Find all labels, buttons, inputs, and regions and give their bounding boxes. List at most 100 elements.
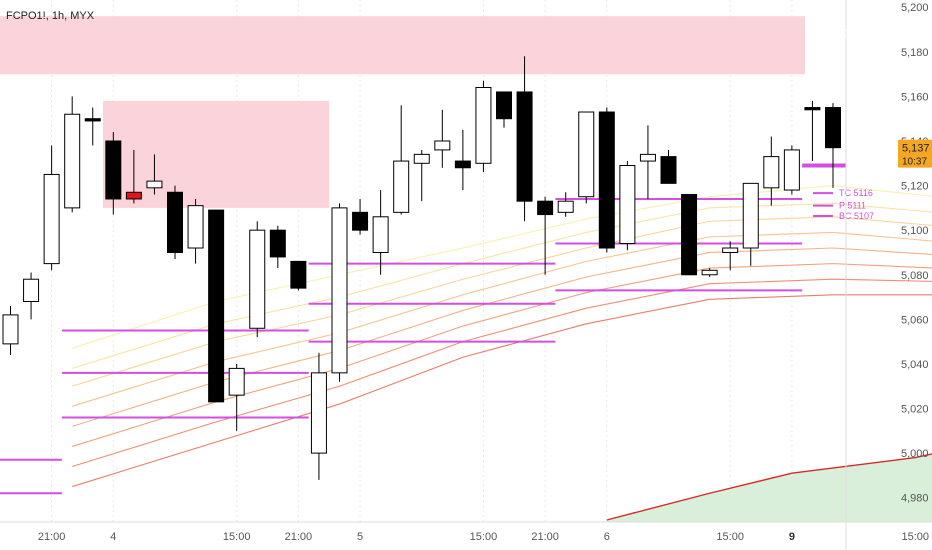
candle-body <box>783 149 800 191</box>
candle <box>475 80 492 173</box>
candle <box>269 225 286 269</box>
candle <box>372 190 389 275</box>
candle-body <box>701 269 718 276</box>
candle <box>23 272 40 320</box>
time-tick-label: 15:00 <box>716 531 744 543</box>
candle-body <box>372 216 389 253</box>
candle <box>619 161 636 251</box>
time-tick-label: 4 <box>110 531 116 543</box>
candle <box>825 103 841 188</box>
grid-layer <box>51 0 793 522</box>
time-tick-label: 15:00 <box>470 531 498 543</box>
ma-ribbon-line-4 <box>72 231 932 407</box>
ma-ribbon-line-6 <box>72 263 932 447</box>
price-tick-label: 5,180 <box>901 47 929 59</box>
candle-body <box>249 229 266 329</box>
candle-body <box>660 156 677 184</box>
price-tick-label: 4,980 <box>901 493 929 505</box>
candle <box>701 268 718 277</box>
candle-body <box>619 165 636 245</box>
time-tick-label: 15:00 <box>901 531 929 543</box>
time-tick-label: 6 <box>604 531 610 543</box>
candle-body <box>516 91 533 202</box>
candle <box>537 196 554 275</box>
candle-body <box>763 156 780 189</box>
candle <box>598 107 615 253</box>
cpr-label: P 5111 <box>839 201 866 211</box>
time-tick-label: 9 <box>789 531 795 543</box>
candle-body <box>434 140 451 151</box>
candle-body <box>557 200 574 213</box>
candle-body <box>825 107 841 149</box>
cpr-label: BC 5107 <box>839 211 874 221</box>
candle-body <box>290 260 307 289</box>
candle-body <box>804 107 821 111</box>
time-tick-label: 15:00 <box>223 531 251 543</box>
resistance-zone <box>0 16 805 75</box>
candle-body <box>167 191 183 253</box>
candle <box>557 192 574 217</box>
candle-body <box>208 209 225 403</box>
candle-body <box>454 160 471 169</box>
candle <box>804 100 821 162</box>
last-price-badge: 5,137 10:37 <box>898 139 932 168</box>
candle <box>393 105 410 215</box>
candle <box>167 185 183 260</box>
candle-body <box>64 113 81 209</box>
time-tick-label: 5 <box>357 531 363 543</box>
candle-body <box>352 211 369 231</box>
candle <box>516 56 533 222</box>
zone-layer <box>0 16 805 208</box>
supply-zone <box>103 100 330 208</box>
cpr-label: TC 5116 <box>839 188 873 198</box>
candle-body <box>310 372 327 454</box>
candle-body <box>742 182 759 249</box>
candle <box>681 194 698 276</box>
candle-layer <box>2 56 841 480</box>
price-tick-label: 5,160 <box>901 91 929 103</box>
candle <box>146 154 163 195</box>
candle <box>454 129 471 191</box>
slow-ma-line <box>606 453 932 521</box>
ma-ribbon-line-7 <box>72 278 932 468</box>
last-price-value: 5,137 <box>902 143 930 155</box>
price-tick-label: 5,080 <box>901 270 929 282</box>
candle <box>290 260 307 291</box>
candle <box>578 111 595 204</box>
price-tick-label: 5,200 <box>901 2 929 14</box>
candle-body <box>681 194 698 276</box>
candle <box>2 305 19 356</box>
zone-label: R3 5186 <box>838 28 872 38</box>
candle <box>413 149 430 202</box>
candle <box>187 198 204 264</box>
candle-body <box>187 205 204 249</box>
price-tick-label: 5,020 <box>901 404 929 416</box>
candle <box>783 145 800 195</box>
price-tick-label: 5,060 <box>901 314 929 326</box>
time-tick-label: 21:00 <box>285 531 313 543</box>
candle-body <box>496 91 512 120</box>
candle-body <box>578 111 595 198</box>
candle <box>249 221 266 338</box>
time-tick-label: 21:00 <box>38 531 66 543</box>
candle-body <box>228 367 245 396</box>
candle-body <box>331 207 348 374</box>
candle-body <box>125 191 142 200</box>
price-tick-label: 5,000 <box>901 448 929 460</box>
candle-body <box>475 86 492 164</box>
candle <box>228 363 245 431</box>
candle <box>310 352 327 480</box>
price-tick-label: 5,040 <box>901 359 929 371</box>
candle-body <box>639 153 656 162</box>
candle <box>105 132 122 215</box>
price-tick-label: 5,120 <box>901 181 929 193</box>
candle-body <box>722 247 739 253</box>
candle <box>660 149 677 184</box>
candle-body <box>598 111 615 249</box>
candle <box>43 145 60 271</box>
candle-body <box>269 229 286 258</box>
candle <box>434 109 451 168</box>
